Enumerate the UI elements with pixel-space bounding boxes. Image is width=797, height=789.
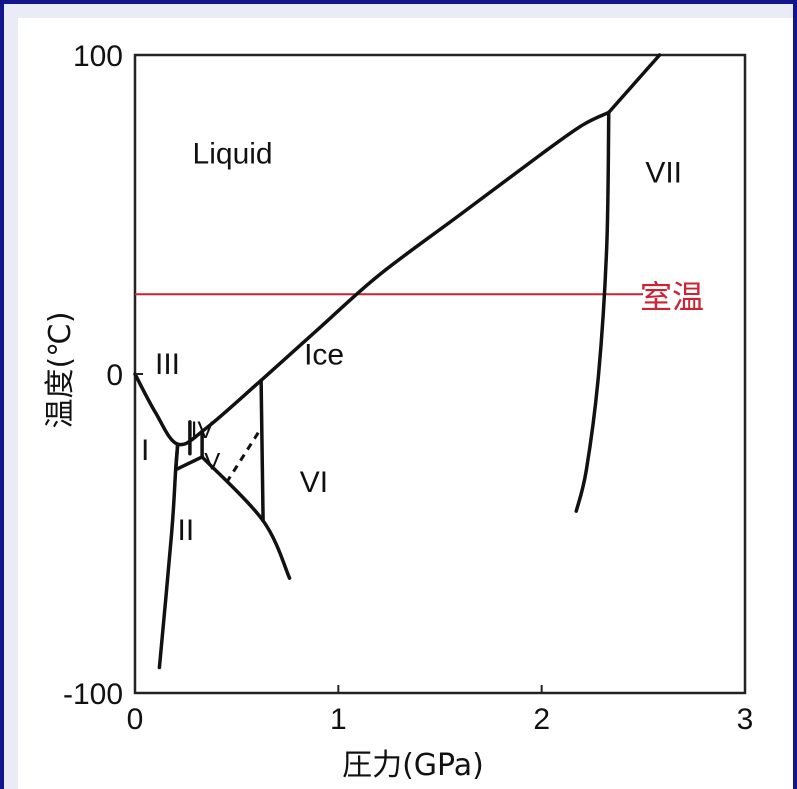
region-label-2: VII	[645, 157, 682, 190]
x-tick-1: 1	[330, 703, 347, 736]
x-tick-0: 0	[127, 703, 144, 736]
phase-boundary-4	[173, 442, 180, 472]
x-tick-3: 3	[737, 703, 754, 736]
x-axis-label: 圧力(GPa)	[342, 748, 484, 783]
phase-boundary-0	[133, 110, 611, 447]
phase-boundary-2	[574, 110, 611, 513]
phase-boundary-1	[607, 53, 662, 115]
region-label-3: VI	[300, 466, 328, 499]
reference-line-label: 室温	[640, 278, 704, 316]
y-tick-2: 100	[73, 40, 123, 73]
x-tick-2: 2	[533, 703, 550, 736]
chart-panel	[18, 18, 793, 789]
phase-boundary-10	[225, 427, 263, 484]
y-tick-0: -100	[63, 678, 123, 711]
region-label-1: Ice	[304, 338, 344, 371]
region-label-5: I	[141, 434, 149, 467]
region-label-7: IV	[191, 417, 214, 444]
phase-boundary-3	[157, 442, 180, 670]
y-tick-1: 0	[106, 359, 123, 392]
phase-boundary-5	[173, 455, 204, 472]
y-axis-label: 温度(℃)	[43, 311, 78, 428]
phase-boundaries	[133, 53, 662, 670]
region-label-0: Liquid	[193, 137, 273, 170]
region-label-8: V	[204, 449, 220, 476]
phase-boundary-8	[259, 378, 265, 523]
region-label-6: II	[177, 514, 194, 547]
region-label-4: III	[155, 348, 180, 381]
